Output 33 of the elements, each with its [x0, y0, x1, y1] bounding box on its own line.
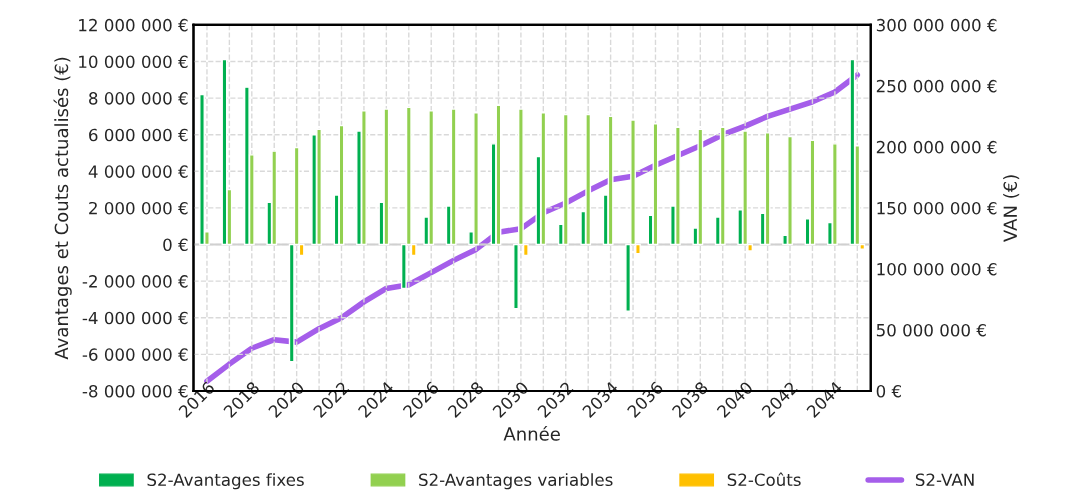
y2-tick-label: 150 000 000 € — [877, 201, 997, 215]
bar — [719, 126, 726, 246]
y2-axis-title: VAN (€) — [1003, 175, 1020, 242]
bar — [607, 115, 614, 246]
bar — [849, 58, 856, 246]
legend-label: S2-Coûts — [727, 472, 801, 487]
legend-label: S2-Avantages fixes — [147, 473, 304, 490]
y-tick-label: 12 000 000 € — [79, 18, 188, 32]
bar — [562, 113, 569, 246]
y2-tick-label: 250 000 000 € — [876, 79, 997, 93]
bar — [674, 126, 681, 246]
y-tick-label: 0 € — [163, 238, 188, 252]
y-axis-title: Avantages et Couts actualisés (€) — [53, 57, 72, 360]
bar — [831, 143, 838, 246]
legend-label: S2-Avantages variables — [419, 473, 613, 490]
y2-tick-label: 50 000 000 € — [876, 323, 986, 337]
legend-label: S2-VAN — [915, 473, 974, 487]
y-tick-label: 2 000 000 € — [89, 201, 188, 215]
y-tick-label: -6 000 000 € — [82, 348, 188, 361]
y2-tick-label: 200 000 000 € — [876, 140, 997, 154]
y2-tick-label: 0 € — [876, 384, 902, 398]
y-tick-label: -2 000 000 € — [82, 275, 188, 288]
y-tick-label: 6 000 000 € — [89, 128, 188, 142]
y-tick-label: 10 000 000 € — [79, 55, 188, 69]
bar — [764, 132, 771, 246]
y-tick-label: 8 000 000 € — [89, 92, 188, 105]
y-tick-label: 4 000 000 € — [88, 165, 188, 178]
y2-tick-label: 100 000 000 € — [877, 262, 997, 276]
y-tick-label: -4 000 000 € — [82, 311, 188, 325]
bar — [383, 108, 390, 246]
y2-tick-label: 300 000 000 € — [876, 18, 997, 32]
bar — [450, 108, 457, 246]
x-axis-title: Année — [503, 426, 560, 441]
